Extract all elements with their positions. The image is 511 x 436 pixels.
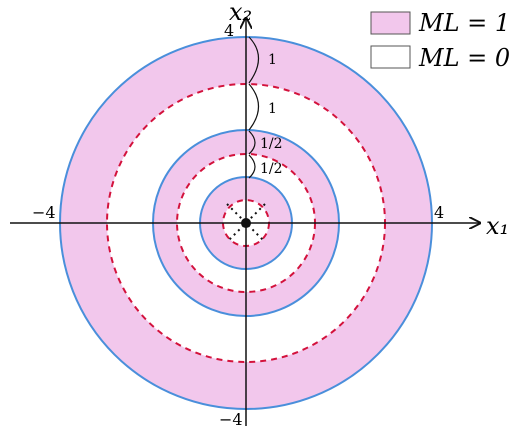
y-axis-label: x₂ — [229, 0, 252, 26]
legend-swatch-ml1 — [370, 11, 411, 35]
bracket-2 — [248, 83, 260, 131]
bracket-label-4: 1/2 — [260, 161, 283, 177]
y-tick-bottom: −4 — [219, 410, 243, 429]
bracket-4 — [248, 154, 256, 179]
x-axis-label: x₁ — [486, 212, 509, 240]
x-tick-left: −4 — [32, 203, 56, 222]
legend-swatch-ml0 — [370, 45, 411, 69]
x-tick-right: 4 — [434, 203, 444, 222]
bracket-3 — [248, 130, 256, 155]
origin-point — [241, 218, 251, 228]
bracket-label-3: 1/2 — [260, 136, 283, 152]
y-tick-top: 4 — [224, 21, 234, 40]
legend-label-ml0: ML = 0 — [418, 44, 510, 72]
bracket-label-1: 1 — [268, 52, 277, 68]
legend-label-ml1: ML = 1 — [418, 9, 510, 37]
bracket-1 — [248, 36, 260, 84]
bracket-label-2: 1 — [268, 101, 277, 117]
